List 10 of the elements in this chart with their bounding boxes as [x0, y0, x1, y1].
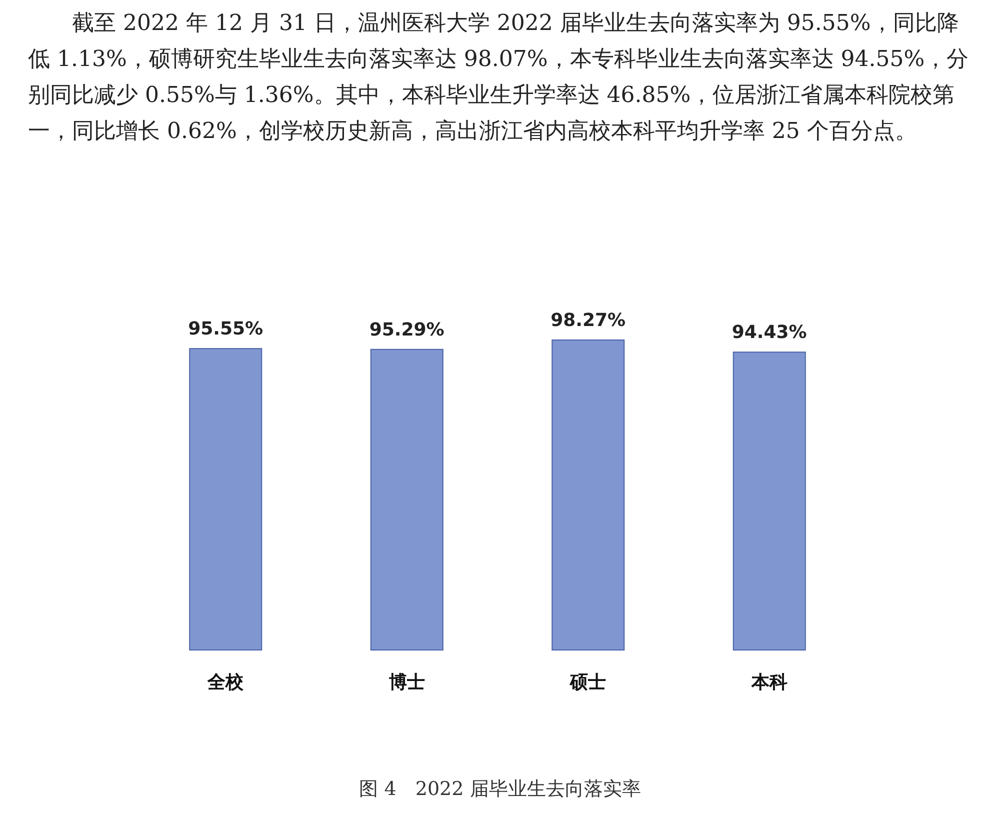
- data-label: 98.27%: [550, 310, 626, 331]
- data-label: 95.29%: [369, 319, 444, 340]
- x-tick-label: 硕士: [569, 672, 606, 693]
- text: 图 4 2022 届毕业生去向落实率: [359, 778, 641, 800]
- x-tick-label: 全校: [206, 672, 245, 693]
- data-label: 95.55%: [188, 318, 264, 340]
- text: 截至 2022 年 12 月 31 日，温州医科大学 2022 届毕业生去向落实率为 95.55%，同比降低 1.13%，硕博研究生毕业生去向落实率达 98.07%，本专科毕业生去向落实率达 94.55%，分别同比减少 0.55%与 1.36%。其中，本科毕业生升学率达 46.85%，位居浙江省属本科院校第一，同比增长 0.62%，创学校历史新高，高出浙江省内高校本科平均升学率 25 个百分点。: [28, 10, 970, 146]
- data-label: 94.43%: [732, 322, 807, 344]
- x-tick-label: 本科: [750, 672, 788, 693]
- x-tick-label: 博士: [388, 672, 425, 693]
